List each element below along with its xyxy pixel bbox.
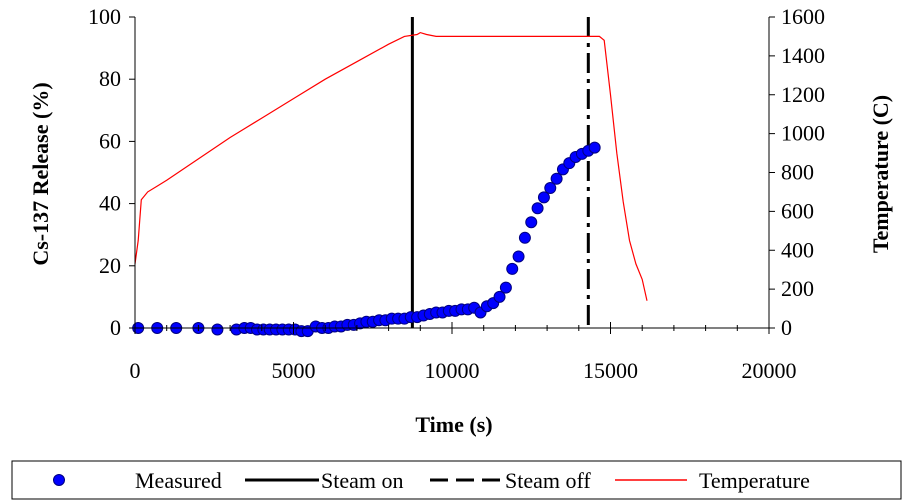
y2-tick-label: 1000	[781, 121, 825, 146]
measured-point	[506, 262, 519, 275]
x-tick-label: 10000	[425, 358, 480, 383]
measured-point	[550, 172, 563, 185]
measured-point	[588, 141, 601, 154]
legend-label-measured: Measured	[135, 468, 222, 493]
y2-tick-label: 800	[781, 160, 814, 185]
y2-tick-label: 600	[781, 198, 814, 223]
y-tick-label: 40	[99, 191, 121, 216]
x-axis-title: Time (s)	[415, 412, 492, 437]
measured-point	[531, 202, 544, 215]
y-tick-label: 0	[110, 315, 121, 340]
measured-point	[493, 290, 506, 303]
measured-point	[512, 250, 525, 263]
legend-label-temperature: Temperature	[699, 468, 810, 493]
y-axis-left: 0 20 40 60 80 100	[88, 4, 136, 340]
y-axis-title: Cs-137 Release (%)	[28, 82, 53, 265]
x-tick-label: 15000	[583, 358, 638, 383]
y-axis-right: 0 200 400 600 800 1000 1200 1400 1600	[768, 4, 825, 340]
legend-label-steam-off: Steam off	[505, 468, 591, 493]
y-tick-label: 80	[99, 66, 121, 91]
y2-tick-label: 1600	[781, 4, 825, 29]
y-tick-label: 20	[99, 253, 121, 278]
y-tick-label: 100	[88, 4, 121, 29]
y2-tick-label: 1400	[781, 43, 825, 68]
y-tick-label: 60	[99, 128, 121, 153]
y2-axis-title: Temperature (C)	[868, 95, 893, 253]
measured-point	[499, 281, 512, 294]
x-tick-label: 0	[130, 358, 141, 383]
measured-point	[537, 191, 550, 204]
y2-tick-label: 0	[781, 315, 792, 340]
x-tick-label: 5000	[272, 358, 316, 383]
legend-marker-measured	[53, 474, 65, 486]
measured-point	[525, 216, 538, 229]
x-axis: 0 5000 10000 15000 20000	[130, 322, 797, 383]
y2-tick-label: 200	[781, 276, 814, 301]
legend-label-steam-on: Steam on	[321, 468, 404, 493]
plot-area	[132, 17, 648, 338]
y2-tick-label: 1200	[781, 82, 825, 107]
legend: Measured Steam on Steam off Temperature	[11, 460, 902, 500]
measured-point	[544, 182, 557, 195]
temperature-line	[134, 31, 648, 301]
measured-point	[211, 323, 224, 336]
measured-point	[518, 231, 531, 244]
x-tick-label: 20000	[742, 358, 797, 383]
y2-tick-label: 400	[781, 237, 814, 262]
